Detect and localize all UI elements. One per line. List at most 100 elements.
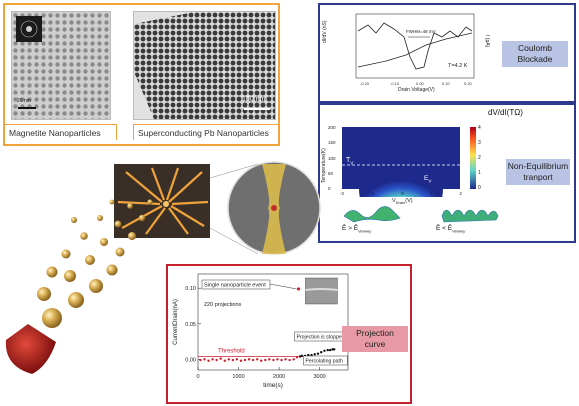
y-tick-label: 0.05 xyxy=(185,322,196,328)
ytick: 0 xyxy=(328,186,331,191)
xlabel-unit: (V) xyxy=(405,198,413,204)
pb-image: 100 nm xyxy=(133,11,276,120)
x-tick-label: 2000 xyxy=(273,374,285,380)
heatmap-xlabel: VDrain(V) xyxy=(392,198,413,205)
data-point xyxy=(203,358,206,361)
x-tick-label: 0 xyxy=(196,374,199,380)
left-condition: Ē > ĒVerwey xyxy=(342,225,372,234)
ion-source-cone xyxy=(5,324,56,374)
colorbar-tick: 1 xyxy=(478,170,481,176)
data-point xyxy=(247,358,251,361)
current-curve xyxy=(357,32,473,68)
sem-inset xyxy=(305,277,338,305)
data-point xyxy=(215,358,218,362)
data-point xyxy=(328,348,332,352)
data-point xyxy=(199,358,202,362)
y-tick-label: 0.10 xyxy=(185,286,196,292)
ytick: 50 xyxy=(328,170,334,176)
nanoparticle-panel: 20 nm 100 nm Magnetite Nanoparticles Sup… xyxy=(3,3,280,146)
svg-text:0.10: 0.10 xyxy=(442,81,451,86)
data-point xyxy=(223,359,226,362)
single-event-box xyxy=(201,279,271,290)
data-point xyxy=(323,349,326,352)
colorbar-tick: 4 xyxy=(478,125,481,131)
device-graphic xyxy=(114,161,321,255)
data-point xyxy=(326,348,329,352)
data-point xyxy=(231,358,235,362)
svg-text:0.00: 0.00 xyxy=(416,81,425,86)
ytick: 150 xyxy=(328,140,336,146)
x-tick-label: 3000 xyxy=(313,374,325,380)
y-axis-label: CurrentDrain(nA) xyxy=(173,299,179,345)
data-point xyxy=(268,358,271,361)
didv-curve xyxy=(357,22,473,70)
projection-count: 220 projections xyxy=(204,302,242,308)
colorbar-tick: 0 xyxy=(478,185,481,191)
coulomb-plot: -0.20 -0.10 0.00 0.10 0.20 xyxy=(355,13,475,86)
noneq-tag: Non-Equilibrium tranport xyxy=(506,159,570,185)
svg-text:0.20: 0.20 xyxy=(464,81,473,86)
percolating-label: Percolating path xyxy=(305,359,343,365)
electrode-leads xyxy=(117,167,209,235)
xlabel-main: V xyxy=(392,198,396,204)
svg-text:-0.20: -0.20 xyxy=(360,81,370,86)
data-point xyxy=(207,359,210,362)
coulomb-temp-label: T=4.2 K xyxy=(448,63,468,69)
projection-panel: 0.00 0.05 0.10 0 1000 2000 3000 time(s) CurrentD… xyxy=(166,264,412,404)
ev-label: EV xyxy=(424,175,432,184)
data-point xyxy=(219,357,222,360)
magnetite-caption: Magnetite Nanoparticles xyxy=(5,124,117,140)
xlabel-sub: Drain xyxy=(395,200,406,206)
data-point xyxy=(260,359,263,362)
colorbar-ticks: 4 3 2 1 0 xyxy=(478,125,481,191)
data-point xyxy=(300,354,303,357)
data-point xyxy=(307,353,310,357)
data-point xyxy=(284,358,287,361)
magnetite-scale-label: 20 nm xyxy=(17,98,31,104)
data-point xyxy=(320,351,323,354)
heatmap-xticks: -2 -1 0 1 2 xyxy=(340,191,462,196)
data-point xyxy=(243,358,247,362)
colorbar-label: dV/dI(TΩ) xyxy=(488,108,523,117)
xtick: -2 xyxy=(340,191,345,196)
coulomb-ylabel-left: dI/dV (nS) xyxy=(322,20,328,43)
pb-caption: Superconducting Pb Nanoparticles xyxy=(133,124,278,140)
coulomb-ylabel-right: I (pA) xyxy=(484,35,490,48)
xtick: 0 xyxy=(401,191,404,196)
svg-text:-0.10: -0.10 xyxy=(390,81,400,86)
data-point xyxy=(239,359,243,362)
tv-label: TV xyxy=(346,157,354,166)
heatmap-yticks: 200 150 100 50 0 xyxy=(328,125,336,191)
xtick: 2 xyxy=(459,191,462,196)
data-point xyxy=(272,358,275,362)
colorbar-tick: 3 xyxy=(478,140,481,146)
coulomb-panel: -0.20 -0.10 0.00 0.10 0.20 Drain Voltage(V)… xyxy=(318,3,576,103)
coulomb-xlabel: Drain Voltage(V) xyxy=(398,87,435,93)
coulomb-fwhm-label: FWHM=48 mV xyxy=(406,29,436,34)
threshold-label: Threshold xyxy=(218,348,245,354)
coulomb-tag: Coulomb Blockade xyxy=(502,41,568,67)
xtick: 1 xyxy=(430,191,433,196)
data-point xyxy=(255,358,259,361)
data-point xyxy=(288,358,291,362)
data-point xyxy=(316,352,320,355)
data-point xyxy=(211,358,214,361)
ytick: 200 xyxy=(328,125,336,130)
single-event-pointer xyxy=(269,283,297,290)
single-event-label: Single nanoparticle event xyxy=(204,283,266,289)
ytick: 100 xyxy=(328,155,336,161)
left-surface xyxy=(343,206,401,223)
projection-tag: Projection curve xyxy=(342,326,408,352)
data-point xyxy=(295,356,299,359)
xtick: -1 xyxy=(370,191,375,196)
noneq-panel: dV/dI(TΩ) 4 xyxy=(318,103,576,243)
event-point xyxy=(296,287,301,291)
data-point xyxy=(280,358,283,362)
colorbar xyxy=(470,127,476,189)
pb-tem-graphic xyxy=(134,12,275,119)
percolating-box xyxy=(303,355,348,366)
colorbar-tick: 2 xyxy=(478,155,481,161)
magnetite-image: 20 nm xyxy=(11,11,111,120)
data-point xyxy=(310,353,313,357)
data-point xyxy=(227,358,231,361)
